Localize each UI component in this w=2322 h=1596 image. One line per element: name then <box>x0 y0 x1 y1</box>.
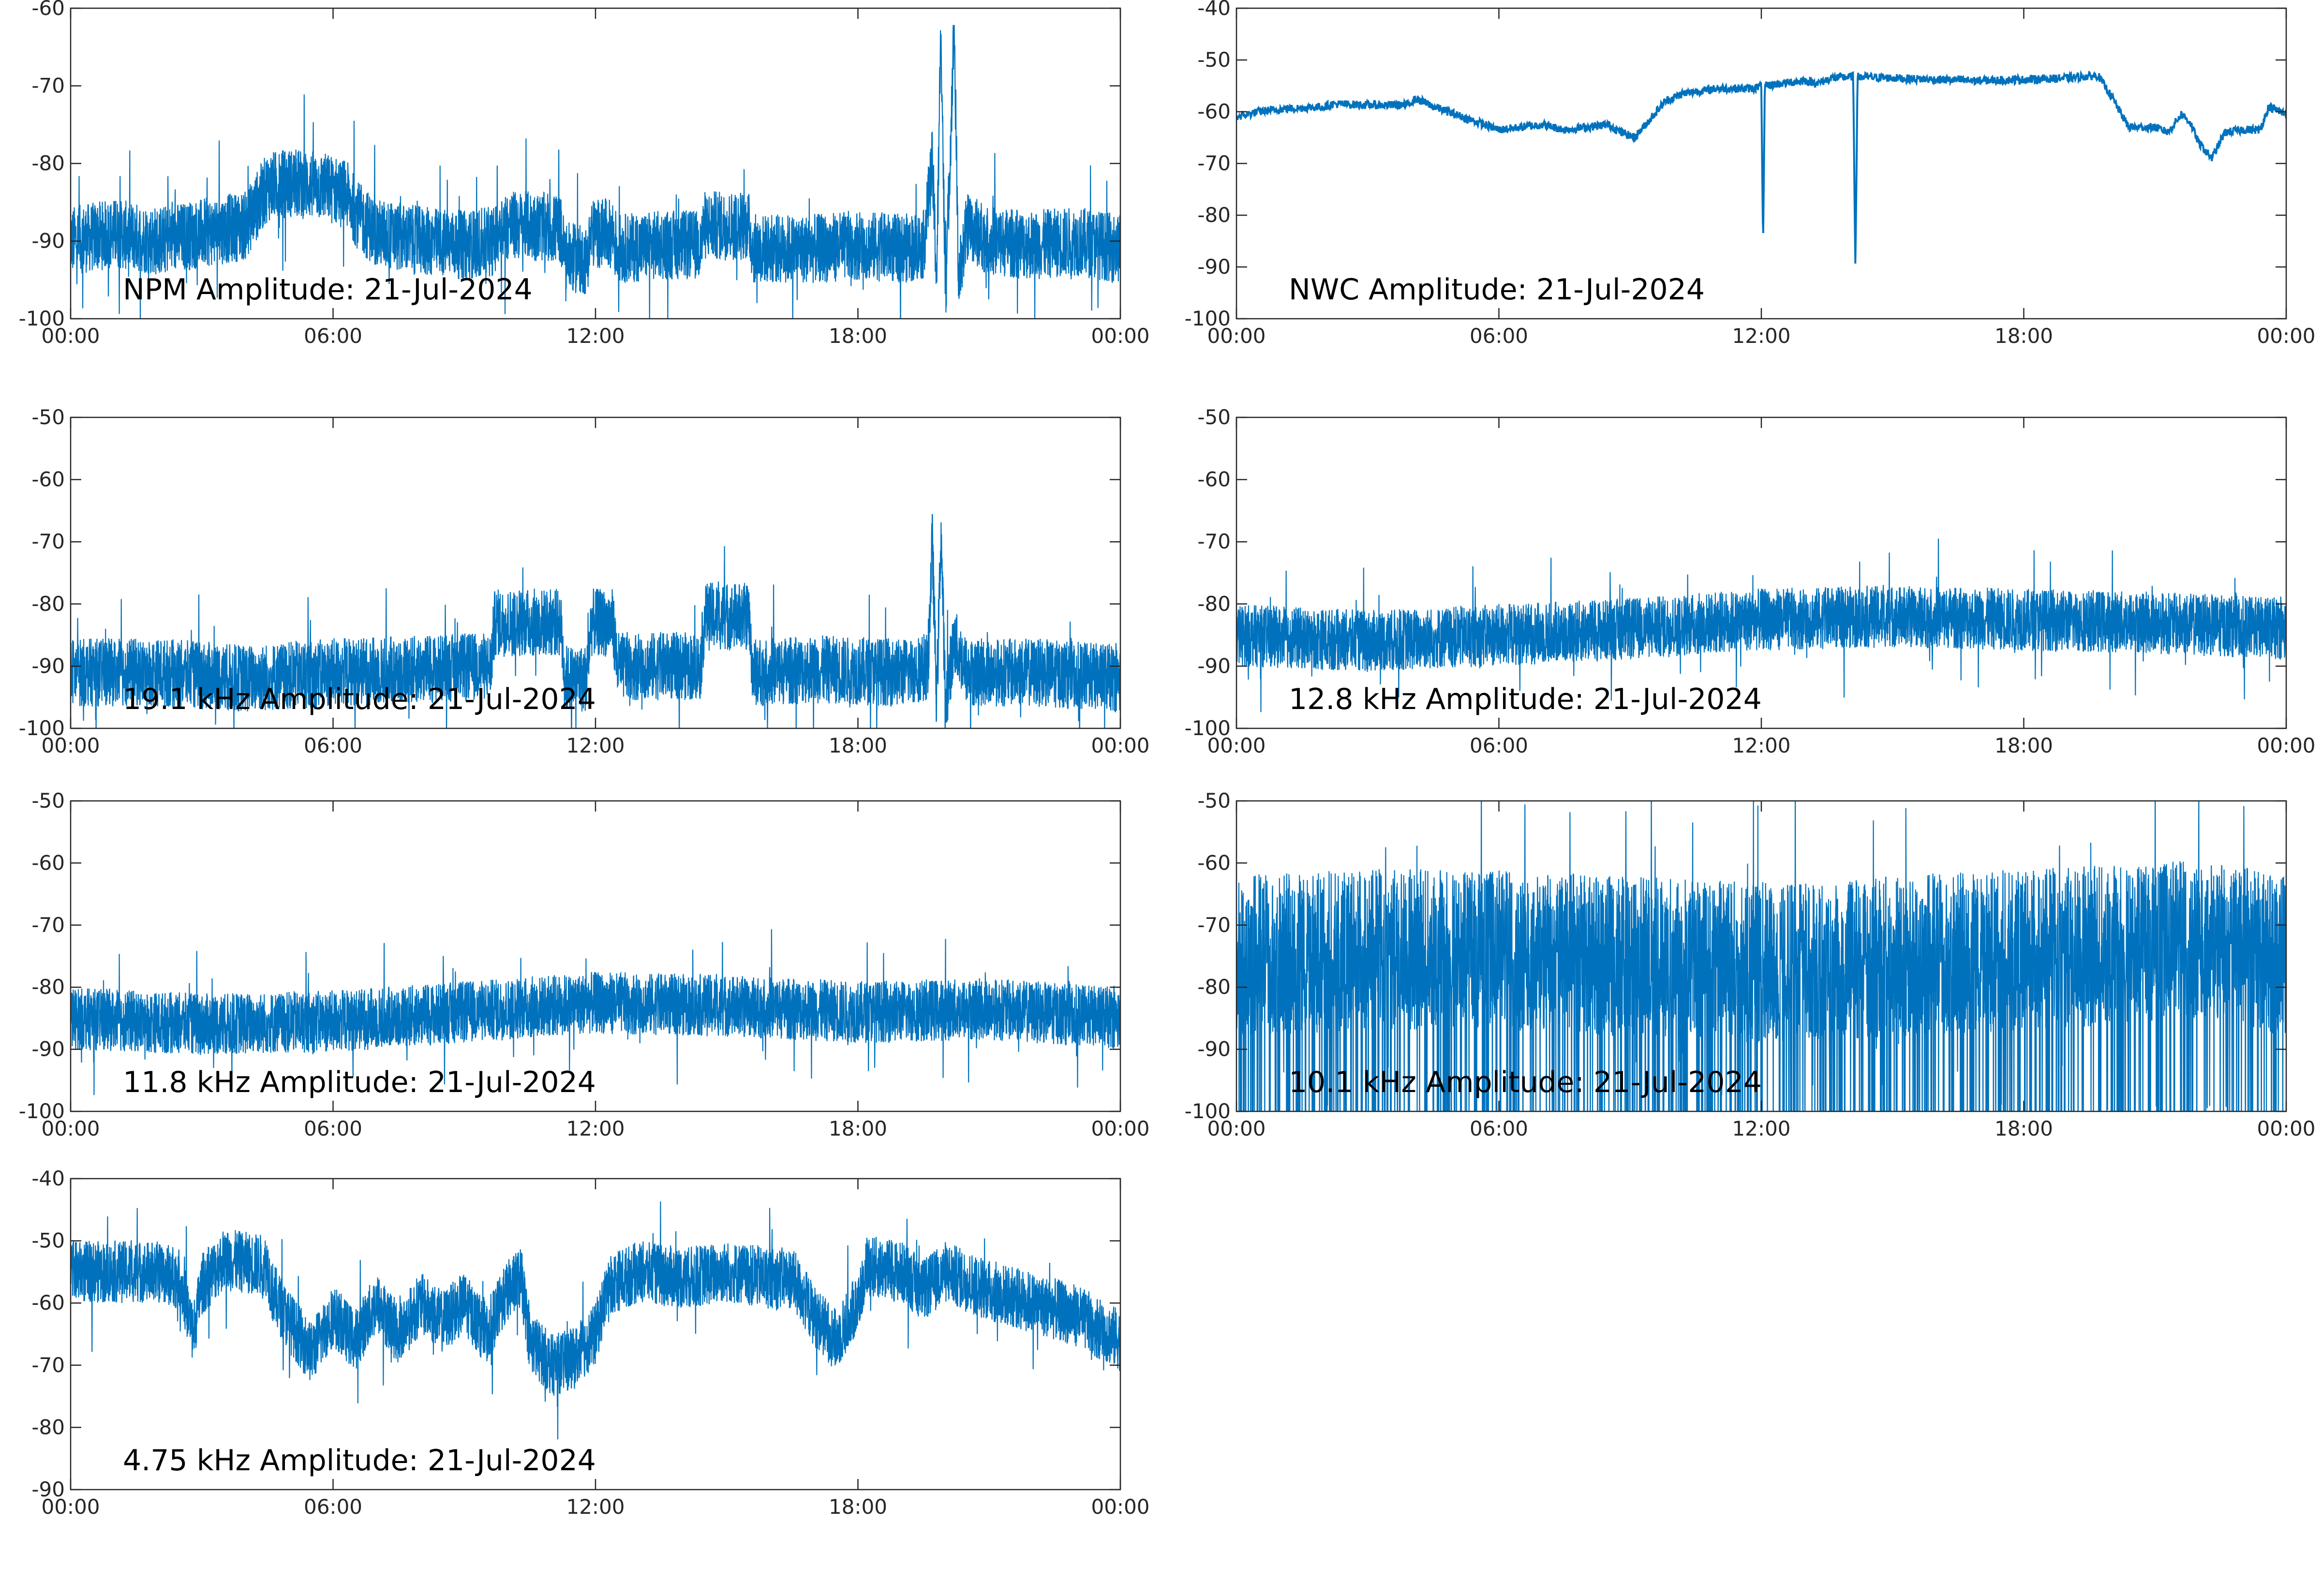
y-tick-label: -90 <box>1197 654 1231 678</box>
x-tick-label: 12:00 <box>1732 1117 1790 1140</box>
y-tick-label: -90 <box>31 654 65 678</box>
x-tick-label: 00:00 <box>1207 1117 1265 1140</box>
x-tick-label: 06:00 <box>304 734 362 757</box>
y-tick-label: -100 <box>19 716 65 740</box>
x-tick-label: 00:00 <box>1207 734 1265 757</box>
x-tick-label: 06:00 <box>1470 324 1528 348</box>
y-tick-label: -70 <box>31 913 65 937</box>
y-tick-label: -100 <box>19 307 65 330</box>
y-tick-label: -60 <box>31 0 65 20</box>
x-tick-label: 00:00 <box>41 1495 100 1519</box>
panel-title: 12.8 kHz Amplitude: 21-Jul-2024 <box>1289 682 1762 716</box>
series-line-5-1 <box>71 929 1120 1095</box>
y-tick-label: -50 <box>31 789 65 813</box>
x-tick-label: 18:00 <box>829 324 887 348</box>
panel-title: 19.1 kHz Amplitude: 21-Jul-2024 <box>123 682 596 716</box>
x-tick-label: 00:00 <box>2257 324 2315 348</box>
series-line-7-1 <box>71 1201 1120 1440</box>
y-tick-label: -100 <box>1185 1099 1231 1123</box>
y-tick-label: -70 <box>31 74 65 98</box>
y-tick-label: -90 <box>31 229 65 253</box>
x-tick-label: 18:00 <box>1995 734 2053 757</box>
y-tick-label: -90 <box>31 1478 65 1501</box>
x-tick-label: 00:00 <box>1091 734 1149 757</box>
chart-panel-3: -100 -90 -80 -70 -60 -50 00:00 06:00 12:00 18:00 0… <box>19 405 1150 757</box>
y-tick-label: -70 <box>1197 151 1231 175</box>
y-tick-label: -60 <box>31 1291 65 1315</box>
y-tick-label: -90 <box>1197 255 1231 279</box>
x-tick-label: 18:00 <box>829 1495 887 1519</box>
x-tick-label: 06:00 <box>304 1495 362 1519</box>
chart-panel-6: -100 -90 -80 -70 -60 -50 00:00 06:00 12:00 18:00 0… <box>1185 789 2316 1140</box>
chart-panel-5: -100 -90 -80 -70 -60 -50 00:00 06:00 12:00 18:00 0… <box>19 789 1150 1140</box>
x-tick-label: 06:00 <box>304 1117 362 1140</box>
chart-panel-1: -100 -90 -80 -70 -60 00:00 06:00 12:00 18:00 00:0… <box>19 0 1150 348</box>
panel-title: 4.75 kHz Amplitude: 21-Jul-2024 <box>123 1444 596 1478</box>
x-tick-label: 12:00 <box>1732 324 1790 348</box>
y-tick-label: -80 <box>31 592 65 616</box>
x-tick-label: 06:00 <box>1470 1117 1528 1140</box>
y-tick-label: -50 <box>31 1229 65 1253</box>
x-tick-label: 00:00 <box>1207 324 1265 348</box>
chart-panel-7: -90 -80 -70 -60 -50 -40 00:00 06:00 12:00 18:00 00… <box>31 1167 1149 1519</box>
y-tick-label: -80 <box>31 975 65 999</box>
y-tick-label: -100 <box>1185 307 1231 330</box>
panel-title: NPM Amplitude: 21-Jul-2024 <box>123 273 533 307</box>
x-tick-label: 00:00 <box>1091 324 1149 348</box>
y-tick-label: -70 <box>1197 530 1231 553</box>
y-tick-label: -100 <box>19 1099 65 1123</box>
series-line-4-1 <box>1236 538 2286 712</box>
panel-title: 10.1 kHz Amplitude: 21-Jul-2024 <box>1289 1065 1762 1099</box>
y-tick-label: -80 <box>1197 592 1231 616</box>
x-tick-label: 12:00 <box>1732 734 1790 757</box>
x-tick-label: 18:00 <box>829 1117 887 1140</box>
x-tick-label: 00:00 <box>41 734 100 757</box>
x-tick-label: 06:00 <box>304 324 362 348</box>
y-tick-label: -70 <box>31 530 65 553</box>
x-tick-label: 00:00 <box>1091 1495 1149 1519</box>
y-tick-label: -100 <box>1185 716 1231 740</box>
y-tick-label: -60 <box>1197 100 1231 123</box>
series-line-1-1 <box>71 25 1120 319</box>
x-tick-label: 00:00 <box>2257 734 2315 757</box>
y-tick-label: -60 <box>1197 468 1231 491</box>
x-tick-label: 18:00 <box>829 734 887 757</box>
y-tick-label: -80 <box>1197 203 1231 227</box>
x-tick-label: 18:00 <box>1995 324 2053 348</box>
y-tick-label: -50 <box>1197 789 1231 813</box>
series-line-3-1 <box>71 514 1120 728</box>
y-tick-label: -50 <box>1197 48 1231 72</box>
y-tick-label: -60 <box>1197 851 1231 874</box>
panel-title: NWC Amplitude: 21-Jul-2024 <box>1289 273 1705 307</box>
y-tick-label: -60 <box>31 468 65 491</box>
series-line-2-1 <box>1236 70 2286 264</box>
chart-panel-4: -100 -90 -80 -70 -60 -50 00:00 06:00 12:00 18:00 0… <box>1185 405 2316 757</box>
y-tick-label: -50 <box>31 405 65 429</box>
x-tick-label: 00:00 <box>41 1117 100 1140</box>
y-tick-label: -80 <box>31 151 65 175</box>
x-tick-label: 12:00 <box>566 734 625 757</box>
y-tick-label: -40 <box>1197 0 1231 20</box>
x-tick-label: 12:00 <box>566 324 625 348</box>
x-tick-label: 06:00 <box>1470 734 1528 757</box>
x-tick-label: 00:00 <box>41 324 100 348</box>
chart-panel-2: -100 -90 -80 -70 -60 -50 -40 00:00 06:00 12:00 18:… <box>1185 0 2316 348</box>
y-tick-label: -90 <box>31 1037 65 1061</box>
series-line-6-1 <box>1236 801 2286 1111</box>
y-tick-label: -50 <box>1197 405 1231 429</box>
panel-title: 11.8 kHz Amplitude: 21-Jul-2024 <box>123 1065 596 1099</box>
x-tick-label: 00:00 <box>2257 1117 2315 1140</box>
y-tick-label: -70 <box>1197 913 1231 937</box>
x-tick-label: 12:00 <box>566 1495 625 1519</box>
y-tick-label: -40 <box>31 1167 65 1190</box>
y-tick-label: -90 <box>1197 1037 1231 1061</box>
y-tick-label: -80 <box>31 1415 65 1439</box>
x-tick-label: 12:00 <box>566 1117 625 1140</box>
y-tick-label: -60 <box>31 851 65 874</box>
x-tick-label: 00:00 <box>1091 1117 1149 1140</box>
y-tick-label: -70 <box>31 1353 65 1377</box>
x-tick-label: 18:00 <box>1995 1117 2053 1140</box>
y-tick-label: -80 <box>1197 975 1231 999</box>
